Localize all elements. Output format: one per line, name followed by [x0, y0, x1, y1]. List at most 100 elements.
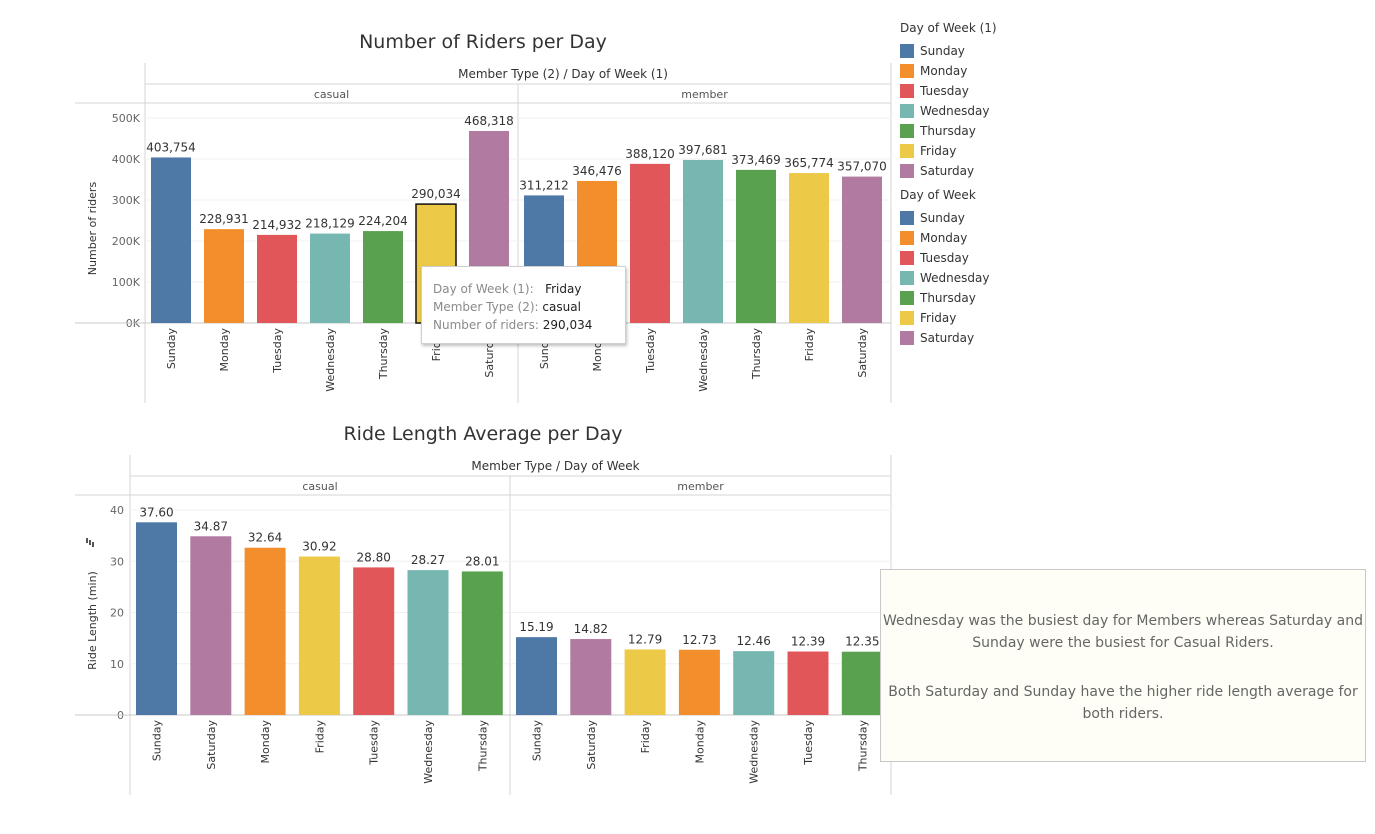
legend-swatch [900, 251, 914, 265]
data-label-casual-friday: 30.92 [302, 540, 336, 554]
bar-casual-thursday[interactable] [461, 571, 503, 715]
chart-title: Ride Length Average per Day [343, 423, 622, 445]
x-tick-label-member-saturday: Saturday [856, 328, 869, 378]
annotation-line-busiest: Wednesday was the busiest day for Member… [883, 613, 1363, 651]
legend-item-monday[interactable]: Monday [900, 228, 989, 248]
legend-swatch [900, 271, 914, 285]
bar-casual-wednesday[interactable] [407, 570, 449, 715]
x-tick-label-member-friday: Friday [803, 328, 816, 362]
legend-label: Friday [920, 311, 957, 325]
data-label-casual-thursday: 224,204 [358, 214, 408, 228]
bar-member-wednesday[interactable] [733, 651, 775, 715]
bar-member-tuesday[interactable] [630, 163, 670, 323]
legend-label: Sunday [920, 211, 965, 225]
legend-item-friday[interactable]: Friday [900, 141, 997, 161]
x-tick-label-casual-wednesday: Wednesday [422, 720, 435, 784]
legend-item-tuesday[interactable]: Tuesday [900, 81, 997, 101]
column-header: Member Type / Day of Week [471, 459, 639, 473]
data-label-member-monday: 346,476 [572, 164, 622, 178]
y-tick-label: 100K [112, 276, 141, 289]
bar-member-saturday[interactable] [842, 176, 882, 323]
legend-day-of-week-1[interactable]: Day of Week (1) Sunday Monday Tuesday Wedne… [900, 21, 997, 181]
legend-item-wednesday[interactable]: Wednesday [900, 268, 989, 288]
legend-swatch [900, 331, 914, 345]
legend-swatch [900, 144, 914, 158]
x-tick-label-casual-thursday: Thursday [476, 720, 489, 773]
bar-casual-sunday[interactable] [151, 157, 191, 323]
legend-item-wednesday[interactable]: Wednesday [900, 101, 997, 121]
data-label-member-sunday: 15.19 [519, 620, 553, 634]
x-tick-label-casual-sunday: Sunday [151, 720, 164, 762]
bar-member-thursday[interactable] [736, 169, 776, 323]
legend-item-thursday[interactable]: Thursday [900, 288, 989, 308]
bar-casual-tuesday[interactable] [257, 234, 297, 323]
legend-item-saturday[interactable]: Saturday [900, 161, 997, 181]
x-tick-label-casual-tuesday: Tuesday [368, 720, 381, 766]
x-tick-label-casual-wednesday: Wednesday [324, 328, 337, 392]
legend-swatch [900, 211, 914, 225]
data-label-member-thursday: 12.35 [845, 635, 879, 649]
tooltip-row-riders: Number of riders: 290,034 [433, 318, 593, 332]
legend-item-monday[interactable]: Monday [900, 61, 997, 81]
tooltip-row-member-type: Member Type (2): casual [433, 300, 581, 314]
bar-casual-monday[interactable] [204, 229, 244, 323]
legend-swatch [900, 104, 914, 118]
x-tick-label-member-monday: Monday [693, 720, 706, 764]
y-tick-label: 20 [110, 607, 124, 620]
legend-label: Sunday [920, 44, 965, 58]
legend-label: Tuesday [920, 251, 969, 265]
data-label-casual-tuesday: 28.80 [357, 550, 391, 564]
data-label-casual-monday: 32.64 [248, 531, 282, 545]
bar-member-monday[interactable] [678, 649, 720, 715]
column-header: Member Type (2) / Day of Week (1) [458, 67, 668, 81]
legend-label: Saturday [920, 164, 975, 178]
bar-casual-wednesday[interactable] [310, 233, 350, 323]
annotation-line-ride-length: Both Saturday and Sunday have the higher… [888, 684, 1358, 722]
data-label-casual-tuesday: 214,932 [252, 218, 302, 232]
sort-icon[interactable] [86, 538, 94, 547]
bar-member-wednesday[interactable] [683, 159, 723, 323]
bar-member-thursday[interactable] [841, 651, 883, 715]
legend-item-friday[interactable]: Friday [900, 308, 989, 328]
bar-casual-sunday[interactable] [136, 522, 177, 715]
tooltip-row-day: Day of Week (1): Friday [433, 282, 582, 296]
bar-casual-monday[interactable] [244, 547, 286, 715]
legend-item-sunday[interactable]: Sunday [900, 208, 989, 228]
y-tick-label: 10 [110, 658, 124, 671]
data-label-casual-monday: 228,931 [199, 212, 249, 226]
legend-label: Monday [920, 231, 968, 245]
chart-number-of-riders-per-day: Number of Riders per Day Member Type (2) … [75, 31, 892, 403]
tooltip: Day of Week (1): Friday Member Type (2):… [421, 266, 626, 344]
data-label-member-sunday: 311,212 [519, 178, 569, 192]
bar-member-friday[interactable] [789, 173, 829, 323]
legend-item-tuesday[interactable]: Tuesday [900, 248, 989, 268]
chart-title: Number of Riders per Day [359, 31, 607, 53]
data-label-member-saturday: 14.82 [574, 622, 608, 636]
data-label-casual-sunday: 403,754 [146, 140, 196, 154]
data-label-member-tuesday: 12.39 [791, 635, 825, 649]
y-tick-label: 300K [112, 194, 141, 207]
bar-member-friday[interactable] [624, 649, 666, 715]
x-tick-label-casual-monday: Monday [218, 328, 231, 372]
data-label-member-wednesday: 12.46 [737, 634, 771, 648]
bar-member-tuesday[interactable] [787, 651, 829, 715]
bar-casual-saturday[interactable] [190, 536, 232, 715]
y-tick-label: 40 [110, 504, 124, 517]
data-label-member-wednesday: 397,681 [678, 143, 728, 157]
legend-swatch [900, 124, 914, 138]
data-label-member-thursday: 373,469 [731, 153, 781, 167]
legend-day-of-week[interactable]: Day of Week Sunday Monday Tuesday Wednesday… [900, 188, 989, 348]
bar-member-sunday[interactable] [516, 637, 557, 715]
bar-casual-tuesday[interactable] [353, 567, 395, 715]
bar-member-saturday[interactable] [570, 639, 612, 715]
bar-casual-friday[interactable] [298, 556, 340, 715]
x-tick-label-member-wednesday: Wednesday [697, 328, 710, 392]
x-tick-label-member-thursday: Thursday [750, 328, 763, 381]
legend-item-saturday[interactable]: Saturday [900, 328, 989, 348]
x-tick-label-casual-friday: Friday [313, 720, 326, 754]
data-label-casual-friday: 290,034 [411, 187, 461, 201]
legend-item-sunday[interactable]: Sunday [900, 41, 997, 61]
bar-casual-thursday[interactable] [363, 231, 403, 323]
legend-item-thursday[interactable]: Thursday [900, 121, 997, 141]
data-label-member-friday: 365,774 [784, 156, 834, 170]
